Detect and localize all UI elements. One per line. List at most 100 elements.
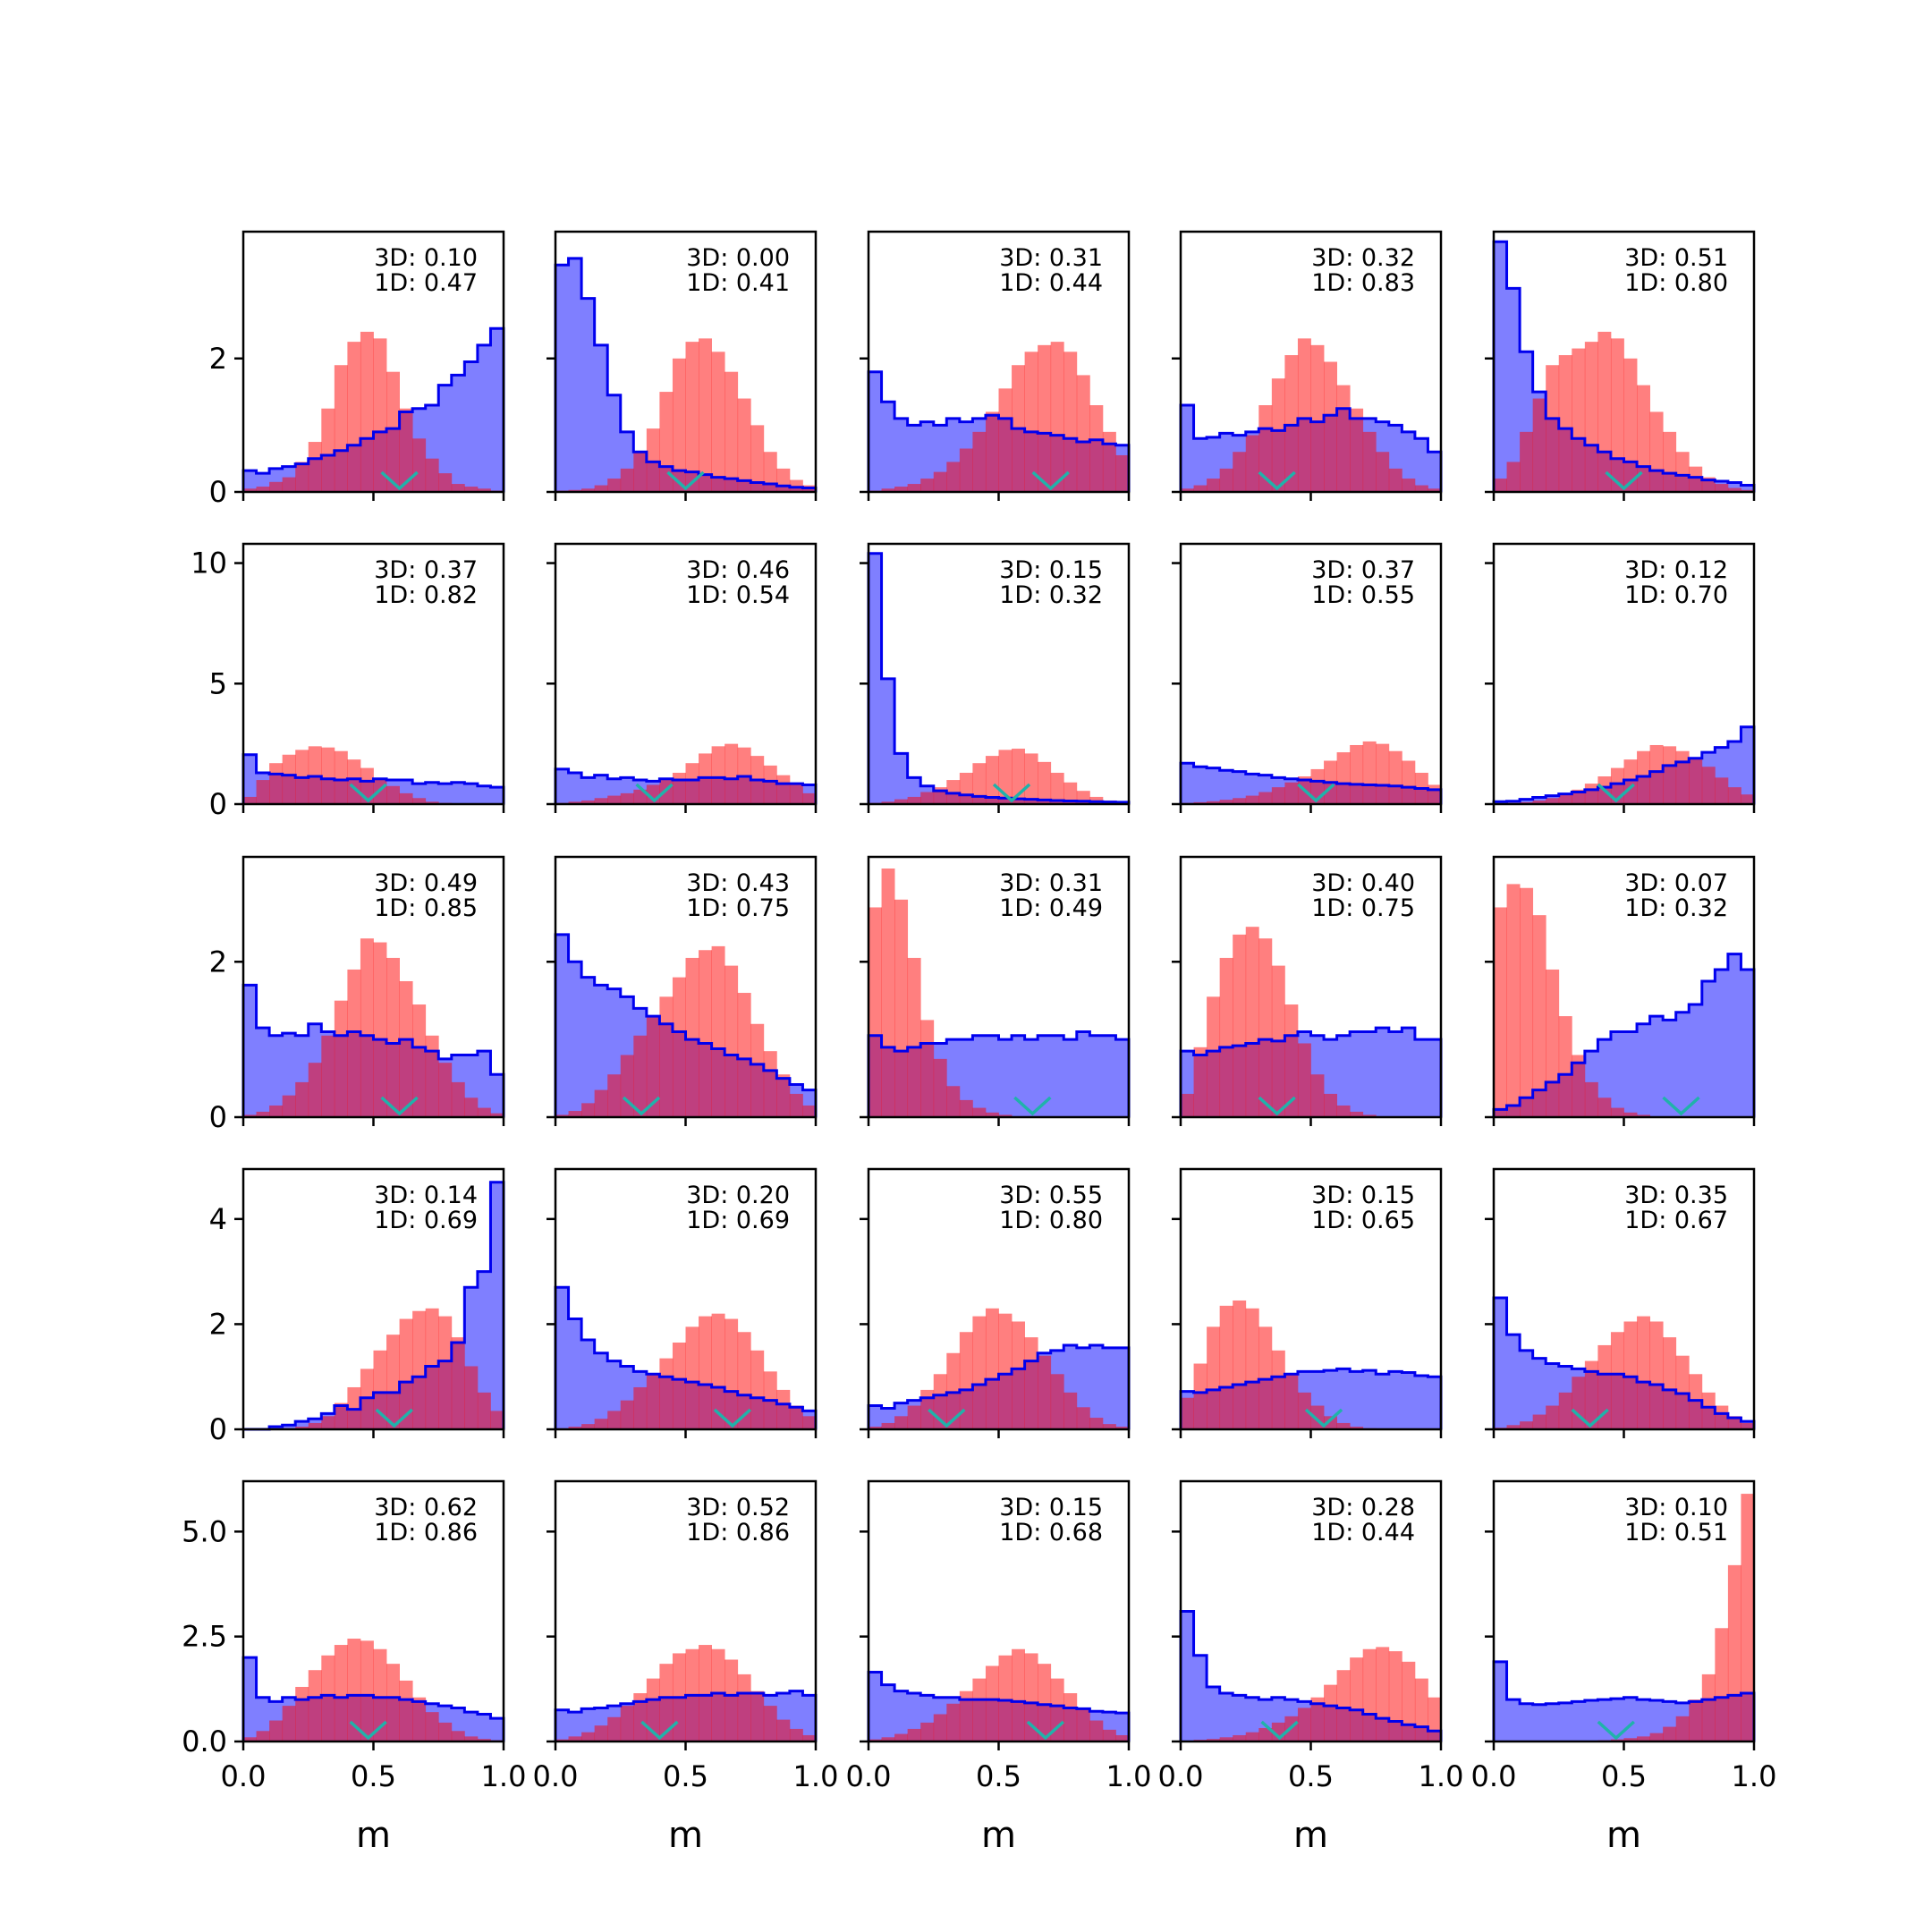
red-histogram-bar [425, 801, 439, 804]
blue-histogram-outline [867, 1030, 1131, 1117]
red-histogram-bar [1532, 1414, 1546, 1429]
red-histogram-bar [412, 1004, 427, 1117]
red-histogram-bar [1258, 405, 1273, 492]
y-tick-label: 2 [209, 1307, 227, 1341]
y-tick-label: 0 [209, 475, 227, 509]
red-histogram-bar [1284, 1374, 1299, 1429]
annotation-1d: 1D: 0.67 [1624, 1207, 1728, 1234]
red-histogram-bar [620, 792, 634, 804]
red-histogram-bar [1649, 411, 1664, 492]
red-histogram-bar [1181, 488, 1194, 492]
blue-histogram-outline [1492, 1296, 1756, 1429]
red-histogram-bar [308, 1422, 322, 1429]
annotation-1d: 1D: 0.86 [686, 1519, 790, 1546]
red-histogram-bar [789, 1728, 803, 1741]
red-histogram-bar [1741, 1422, 1755, 1429]
red-histogram-bar [1102, 431, 1116, 492]
red-histogram-bar [1219, 1305, 1233, 1429]
red-histogram-bar [1038, 1355, 1052, 1429]
red-histogram-bar [282, 477, 296, 492]
red-histogram-bar [438, 1722, 453, 1741]
red-histogram-bar [347, 1639, 361, 1741]
red-histogram-bar [1558, 1016, 1572, 1117]
red-histogram-bar [282, 1095, 296, 1117]
red-histogram-bar [1350, 1111, 1364, 1117]
red-histogram-bar [412, 798, 427, 804]
marker-chevron [666, 470, 705, 491]
red-histogram-bar [1741, 1494, 1755, 1741]
y-tick-label: 5.0 [182, 1514, 227, 1548]
red-histogram-bar [1623, 358, 1638, 492]
red-histogram-bar [1428, 488, 1442, 492]
red-histogram-bar [620, 1055, 634, 1117]
red-histogram-bar [438, 1316, 453, 1429]
red-histogram-bar [1284, 1004, 1299, 1117]
red-histogram-bar [1038, 1664, 1052, 1741]
annotation-3d: 3D: 0.52 [686, 1494, 790, 1521]
marker-chevron [713, 1408, 752, 1428]
red-histogram-bar [607, 795, 622, 804]
red-histogram-bar [763, 1051, 777, 1117]
marker-chevron [622, 1096, 661, 1116]
red-histogram-bar [1024, 1337, 1038, 1429]
blue-histogram-outline [1492, 953, 1756, 1117]
blue-histogram-outline [867, 552, 1131, 804]
marker-chevron [1297, 783, 1335, 803]
red-histogram-bar [1701, 1674, 1716, 1741]
annotation-3d: 3D: 0.31 [999, 869, 1103, 897]
x-tick-label: 1.0 [793, 1759, 839, 1793]
red-histogram-bar [412, 438, 427, 492]
red-histogram-bar [256, 1111, 270, 1117]
x-tick-label: 0.0 [533, 1759, 579, 1793]
blue-histogram-outline [242, 983, 505, 1117]
red-histogram-bar [646, 1016, 660, 1117]
red-histogram-bar [1675, 1716, 1690, 1741]
red-histogram-bar [1181, 1093, 1194, 1117]
marker-chevron [1260, 1720, 1299, 1741]
marker-chevron [380, 1096, 419, 1116]
red-histogram-bar [1350, 1427, 1364, 1429]
red-histogram-bar [1207, 996, 1221, 1117]
red-histogram-bar [1297, 338, 1311, 492]
red-histogram-bar [750, 1023, 765, 1117]
red-histogram-bar [776, 1389, 791, 1429]
marker-chevron [1597, 783, 1635, 803]
annotation-1d: 1D: 0.41 [686, 269, 790, 297]
annotation-1d: 1D: 0.55 [1311, 581, 1415, 609]
red-histogram-bar [464, 1097, 479, 1117]
annotation-1d: 1D: 0.68 [999, 1519, 1103, 1546]
y-tick-label: 2 [209, 945, 227, 979]
marker-chevron [1031, 470, 1070, 491]
blue-histogram-fill [1181, 1611, 1441, 1741]
annotation-3d: 3D: 0.07 [1624, 869, 1728, 897]
red-histogram-bar [1649, 1321, 1664, 1429]
red-histogram-bar [1414, 1678, 1428, 1741]
red-histogram-bar [412, 1310, 427, 1429]
annotation-1d: 1D: 0.49 [999, 894, 1103, 922]
red-histogram-bar [789, 784, 803, 804]
red-histogram-bar [959, 448, 973, 492]
blue-histogram-outline [554, 1285, 818, 1429]
red-histogram-bar [334, 750, 348, 804]
red-histogram-bar [360, 1640, 374, 1741]
red-histogram-bar [360, 331, 374, 492]
red-histogram-bar [1089, 405, 1104, 492]
red-histogram-bar [894, 1733, 909, 1741]
y-tick-label: 5 [209, 666, 227, 700]
red-histogram-bar [633, 789, 648, 804]
blue-histogram-outline [1179, 761, 1443, 804]
red-histogram-bar [1402, 1661, 1416, 1741]
red-histogram-bar [699, 950, 712, 1117]
red-histogram-bar [711, 1648, 725, 1741]
annotation-3d: 3D: 0.43 [686, 869, 790, 897]
red-histogram-bar [581, 1732, 596, 1741]
annotation-1d: 1D: 0.69 [374, 1207, 478, 1234]
red-histogram-bar [1663, 431, 1677, 492]
red-histogram-bar [1012, 1321, 1025, 1429]
red-histogram-bar [399, 980, 413, 1117]
red-histogram-bar [711, 1313, 725, 1429]
